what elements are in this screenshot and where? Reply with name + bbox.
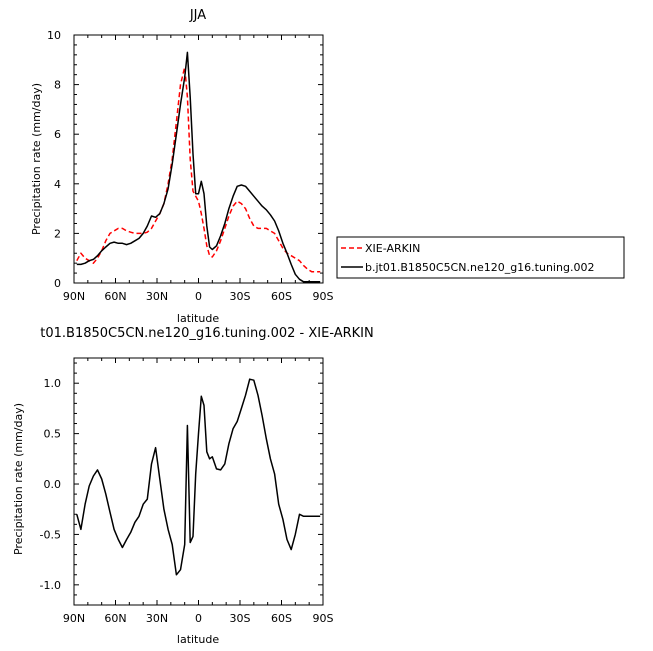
- bottom-chart-ytick-label: 0.5: [44, 428, 62, 441]
- bottom-chart-ytick-label: -0.5: [40, 528, 61, 541]
- bottom-chart-series: [76, 378, 321, 576]
- top-chart-xtick-label: 90N: [63, 290, 85, 303]
- bottom-chart-xtick-label: 60S: [271, 612, 292, 625]
- top-chart-xtick-label: 90S: [313, 290, 334, 303]
- bottom-chart-xtick-label: 90S: [313, 612, 334, 625]
- top-chart-xtick-label: 60N: [104, 290, 126, 303]
- top-chart-xtick-label: 60S: [271, 290, 292, 303]
- top-chart-xtick-label: 0: [195, 290, 202, 303]
- bottom-chart-frame: [73, 357, 324, 606]
- top-chart-frame: [73, 34, 324, 284]
- bottom-chart-xtick-label: 60N: [104, 612, 126, 625]
- legend-label-model: b.jt01.B1850C5CN.ne120_g16.tuning.002: [365, 261, 594, 274]
- bottom-chart-title: t01.B1850C5CN.ne120_g16.tuning.002 - XIE…: [40, 326, 373, 341]
- legend: XIE-ARKIN b.jt01.B1850C5CN.ne120_g16.tun…: [336, 236, 625, 279]
- bottom-chart-panel: t01.B1850C5CN.ne120_g16.tuning.002 - XIE…: [12, 326, 374, 646]
- top-chart-xtick-label: 30S: [230, 290, 251, 303]
- legend-box: [336, 236, 625, 279]
- top-chart-series-line-0: [76, 66, 321, 273]
- top-chart-ytick-label: 10: [47, 29, 61, 42]
- top-chart-ytick-label: 2: [54, 227, 61, 240]
- top-chart-ytick-label: 4: [54, 178, 61, 191]
- bottom-chart-ticks: 90N 60N 30N 0 30S 60S 90S -1.0 -0.5 0.0 0.5 1.0: [40, 358, 334, 625]
- bottom-chart-series-line-0: [76, 378, 321, 576]
- top-chart-series-line-1: [76, 51, 321, 283]
- bottom-chart-xtick-label: 30N: [146, 612, 168, 625]
- bottom-chart-xtick-label: 90N: [63, 612, 85, 625]
- bottom-chart-xtick-label: 30S: [230, 612, 251, 625]
- top-chart-ytick-label: 0: [54, 277, 61, 290]
- bottom-chart-xtick-label: 0: [195, 612, 202, 625]
- bottom-chart-ytick-label: 0.0: [44, 478, 62, 491]
- top-chart-xtick-label: 30N: [146, 290, 168, 303]
- bottom-chart-ytick-label: -1.0: [40, 579, 61, 592]
- bottom-chart-ytick-label: 1.0: [44, 377, 62, 390]
- top-chart-ylabel: Precipitation rate (mm/day): [30, 83, 43, 235]
- top-chart-ytick-label: 6: [54, 128, 61, 141]
- top-chart-title: JJA: [189, 8, 206, 23]
- top-chart-ticks: 90N 60N 30N 0 30S 60S 90S 0 2 4 6 8 10: [47, 29, 334, 303]
- top-chart-ytick-label: 8: [54, 79, 61, 92]
- top-chart-xlabel: latitude: [177, 312, 219, 325]
- legend-label-xie-arkin: XIE-ARKIN: [365, 242, 420, 255]
- bottom-chart-ylabel: Precipitation rate (mm/day): [12, 403, 25, 555]
- top-chart-series: [76, 51, 321, 283]
- bottom-chart-xlabel: latitude: [177, 633, 219, 646]
